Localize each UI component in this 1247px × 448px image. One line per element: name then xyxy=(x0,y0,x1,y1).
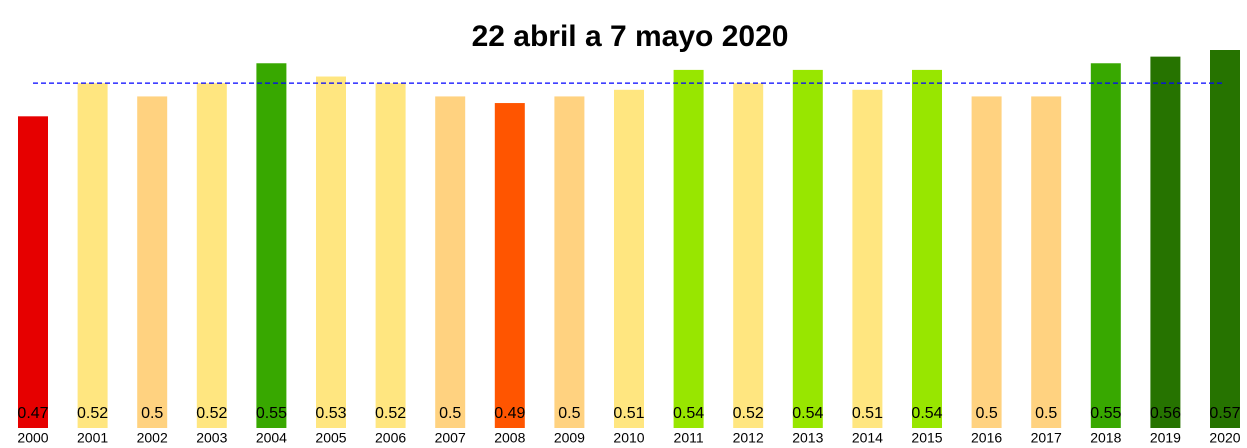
value-label: 0.5 xyxy=(558,405,580,422)
x-tick-label: 2011 xyxy=(674,430,704,446)
value-label: 0.52 xyxy=(196,405,227,422)
bar xyxy=(912,69,942,428)
x-tick-label: 2009 xyxy=(554,430,585,446)
x-tick-label: 2014 xyxy=(852,430,883,446)
bar xyxy=(971,96,1002,428)
value-label: 0.56 xyxy=(1150,405,1181,422)
x-tick-label: 2010 xyxy=(613,430,644,446)
bar xyxy=(1150,56,1181,428)
x-tick-label: 2020 xyxy=(1209,430,1240,446)
x-tick-label: 2016 xyxy=(971,430,1002,446)
value-label: 0.54 xyxy=(673,405,704,422)
bar xyxy=(673,69,704,428)
value-label: 0.55 xyxy=(1090,405,1121,422)
value-label: 0.5 xyxy=(1035,405,1057,422)
value-label: 0.47 xyxy=(17,405,48,422)
value-label: 0.52 xyxy=(733,405,764,422)
bar xyxy=(77,83,108,428)
bar xyxy=(733,83,764,428)
bar xyxy=(256,63,287,429)
bar xyxy=(316,76,346,429)
bar xyxy=(494,103,525,428)
value-label: 0.52 xyxy=(77,405,108,422)
value-label: 0.52 xyxy=(375,405,406,422)
x-tick-label: 2013 xyxy=(792,430,823,446)
bar xyxy=(196,83,227,428)
value-label: 0.49 xyxy=(494,405,525,422)
x-tick-label: 2005 xyxy=(315,430,346,446)
bar xyxy=(1031,96,1062,428)
bar xyxy=(137,96,168,428)
x-tick-label: 2017 xyxy=(1031,430,1062,446)
value-label: 0.5 xyxy=(975,405,997,422)
value-label: 0.51 xyxy=(613,405,644,422)
bar xyxy=(1090,63,1121,429)
x-tick-label: 2003 xyxy=(196,430,227,446)
value-label: 0.5 xyxy=(439,405,461,422)
x-tick-label: 2015 xyxy=(911,430,942,446)
bar xyxy=(614,89,644,428)
value-label: 0.5 xyxy=(141,405,163,422)
x-tick-label: 2012 xyxy=(733,430,764,446)
bar xyxy=(435,96,466,428)
x-tick-label: 2018 xyxy=(1090,430,1121,446)
bar xyxy=(1210,50,1240,428)
chart-title: 22 abril a 7 mayo 2020 xyxy=(472,20,789,53)
value-label: 0.55 xyxy=(256,405,287,422)
value-label: 0.53 xyxy=(315,405,346,422)
bar xyxy=(554,96,585,428)
x-tick-label: 2019 xyxy=(1150,430,1181,446)
x-tick-label: 2007 xyxy=(435,430,466,446)
x-tick-label: 2002 xyxy=(137,430,168,446)
value-label: 0.57 xyxy=(1209,405,1240,422)
bar xyxy=(18,116,48,428)
value-label: 0.51 xyxy=(852,405,883,422)
x-tick-label: 2004 xyxy=(256,430,287,446)
x-tick-label: 2008 xyxy=(494,430,525,446)
bar xyxy=(852,89,883,428)
x-tick-label: 2006 xyxy=(375,430,406,446)
value-label: 0.54 xyxy=(911,405,942,422)
x-tick-label: 2001 xyxy=(77,430,108,446)
bar xyxy=(792,69,823,428)
bar xyxy=(375,83,406,428)
x-tick-label: 2000 xyxy=(17,430,48,446)
value-label: 0.54 xyxy=(792,405,823,422)
